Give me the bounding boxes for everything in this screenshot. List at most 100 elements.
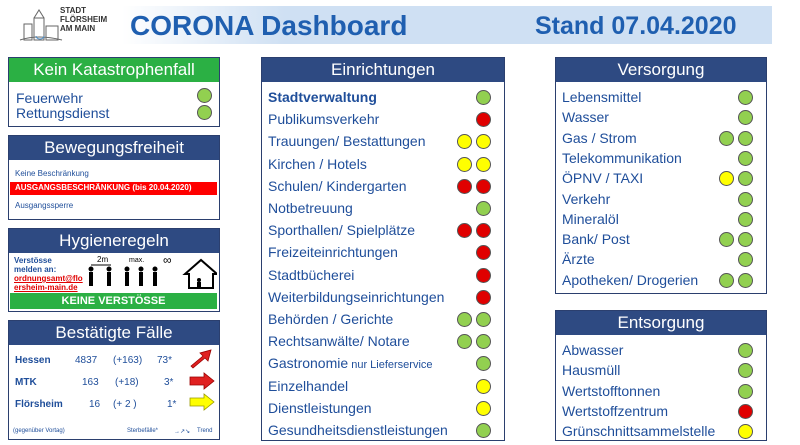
option-ausgangsbeschraenkung-active: AUSGANGSBESCHRÄNKUNG (bis 20.04.2020) — [10, 182, 217, 195]
versorgung-item-label: ÖPNV / TAXI — [562, 170, 644, 187]
versorgung-item-pnv-taxi: ÖPNV / TAXI — [562, 170, 643, 186]
einrichtungen-item-publikumsverkehr: Publikumsverkehr — [268, 111, 379, 127]
versorgung-status-dot — [738, 272, 753, 288]
einrichtungen-item-gesundheitsdienstleistungen: Gesundheitsdienstleistungen — [268, 422, 448, 438]
versorgung-status-dot — [738, 232, 753, 248]
hygiene-panel: Hygieneregeln Verstösse melden an: ordnu… — [8, 228, 220, 312]
city-logo-icon — [19, 9, 63, 41]
faelle-title: Bestätigte Fälle — [9, 321, 219, 345]
einrichtungen-status-dot — [476, 112, 491, 128]
einrichtungen-item-einzelhandel: Einzelhandel — [268, 378, 348, 394]
svg-text:∞: ∞ — [163, 254, 172, 267]
einrichtungen-item-stadtverwaltung: Stadtverwaltung — [268, 89, 377, 105]
einrichtungen-item-weiterbildungseinrichtungen: Weiterbildungseinrichtungen — [268, 289, 444, 305]
versorgung-item-mineral-l: Mineralöl — [562, 211, 619, 227]
einrichtungen-status-dot — [476, 223, 491, 239]
einrichtungen-status-dot — [476, 312, 491, 327]
distance-label: 2m — [97, 255, 108, 264]
trend-right-yellow-arrow-icon — [189, 393, 215, 411]
versorgung-item-label: Lebensmittel — [562, 89, 642, 105]
versorgung-status-dot — [738, 252, 753, 268]
einrichtungen-status-dot — [457, 134, 472, 150]
entsorgung-status-dot — [738, 363, 753, 379]
einrichtungen-item-trauungen-bestattungen: Trauungen/ Bestattungen — [268, 133, 426, 149]
versorgung-status-dot — [738, 171, 753, 187]
row-hessen-deaths: 73* — [157, 355, 173, 366]
feuerwehr-label: Feuerwehr — [16, 90, 83, 106]
versorgung-title: Versorgung — [556, 58, 766, 82]
entsorgung-panel: Entsorgung Abwasser Hausmüll Wertstofftonn… — [555, 310, 767, 441]
versorgung-item-label: Verkehr — [562, 190, 611, 207]
versorgung-status-dot — [738, 130, 753, 146]
einrichtungen-status-dot — [476, 289, 491, 305]
einrichtungen-status-dot — [457, 178, 472, 194]
einrichtungen-item-label: Freizeiteinrichtungen — [268, 244, 398, 261]
rettungsdienst-label: Rettungsdienst — [16, 105, 110, 121]
einrichtungen-status-dot — [476, 334, 491, 350]
einrichtungen-item-label: Behörden / Gerichte — [268, 311, 394, 327]
einrichtungen-status-dot — [476, 400, 491, 416]
einrichtungen-status-dot — [476, 356, 491, 372]
email-link[interactable]: ordnungsamt@floersheim-main.de — [14, 274, 83, 292]
einrichtungen-status-dot — [476, 90, 491, 105]
hygiene-status-bar: KEINE VERSTÖSSE — [10, 293, 217, 309]
entsorgung-status-dot — [738, 403, 753, 419]
entsorgung-status-dot — [738, 383, 753, 399]
einrichtungen-item-kirchen-hotels: Kirchen / Hotels — [268, 156, 367, 172]
row-floersheim-delta: (+ 2 ) — [113, 399, 137, 410]
versorgung-item-label: Ärzte — [562, 251, 595, 268]
title-bar — [122, 6, 772, 44]
row-mtk-deaths: 3* — [164, 377, 174, 388]
einrichtungen-item-label: Dienstleistungen — [268, 399, 372, 416]
entsorgung-item-label: Wertstofftonnen — [562, 382, 661, 399]
versorgung-item-telekommunikation: Telekommunikation — [562, 150, 682, 166]
versorgung-panel: Versorgung Lebensmittel Wasser Gas / Strom… — [555, 57, 767, 294]
versorgung-item-gas-strom: Gas / Strom — [562, 130, 637, 146]
versorgung-item-label: Mineralöl — [562, 210, 619, 227]
einrichtungen-item-label: Sporthallen/ Spielplätze — [268, 222, 416, 239]
page-title: CORONA Dashboard — [130, 10, 408, 41]
entsorgung-item-label: Abwasser — [562, 342, 624, 358]
katastrophe-title: Kein Katastrophenfall — [9, 58, 219, 82]
katastrophe-panel: Kein Katastrophenfall Feuerwehr Rettungs… — [8, 57, 220, 127]
versorgung-status-dot — [738, 90, 753, 105]
versorgung-item-lebensmittel: Lebensmittel — [562, 89, 641, 105]
einrichtungen-item-beh-rden-gerichte: Behörden / Gerichte — [268, 311, 393, 327]
einrichtungen-item-label: Einzelhandel — [268, 377, 349, 394]
row-floersheim-count: 16 — [89, 399, 101, 410]
einrichtungen-status-dot — [457, 334, 472, 350]
entsorgung-item-abwasser: Abwasser — [562, 342, 623, 358]
max-label: max. — [129, 257, 144, 264]
versorgung-item-label: Bank/ Post — [562, 231, 630, 248]
verstoesse-label: Verstösse melden an: — [14, 256, 57, 274]
einrichtungen-item-label: Kirchen / Hotels — [268, 155, 367, 172]
einrichtungen-status-dot — [476, 134, 491, 150]
entsorgung-item-gr-nschnittsammelstelle: Grünschnittsammelstelle — [562, 423, 715, 439]
einrichtungen-item-dienstleistungen: Dienstleistungen — [268, 400, 372, 416]
header: STADT FLÖRSHEIM AM MAIN CORONA Dashboard… — [10, 4, 780, 46]
einrichtungen-status-dot — [476, 201, 491, 216]
trend-right-arrow-icon — [189, 372, 215, 390]
footer-sterbefaelle: Sterbefälle* — [127, 428, 159, 434]
einrichtungen-item-stadtb-cherei: Stadtbücherei — [268, 267, 354, 283]
row-hessen-delta: (+163) — [113, 355, 143, 366]
distancing-people-icon: 2m max. ∞ — [88, 254, 217, 289]
row-mtk-count: 163 — [82, 377, 99, 388]
einrichtungen-status-dot — [457, 223, 472, 239]
einrichtungen-panel: Einrichtungen Stadtverwaltung Publikumsve… — [261, 57, 505, 441]
row-floersheim-deaths: 1* — [167, 399, 177, 410]
einrichtungen-item-schulen-kindergarten: Schulen/ Kindergarten — [268, 178, 407, 194]
versorgung-status-dot — [738, 211, 753, 227]
entsorgung-item-wertstofftonnen: Wertstofftonnen — [562, 383, 660, 399]
row-floersheim-region: Flörsheim — [15, 399, 63, 410]
entsorgung-item-label: Wertstoffzentrum — [562, 402, 669, 419]
versorgung-status-dot — [738, 150, 753, 166]
versorgung-status-dot — [719, 272, 734, 288]
row-hessen-count: 4837 — [75, 355, 98, 366]
einrichtungen-status-dot — [476, 378, 491, 394]
versorgung-item-apotheken-drogerien: Apotheken/ Drogerien — [562, 272, 698, 288]
versorgung-item-bank-post: Bank/ Post — [562, 231, 630, 247]
einrichtungen-item-label: Stadtverwaltung — [268, 89, 377, 105]
versorgung-item-label: Telekommunikation — [562, 149, 682, 166]
einrichtungen-item-label: Notbetreuung — [268, 200, 353, 216]
